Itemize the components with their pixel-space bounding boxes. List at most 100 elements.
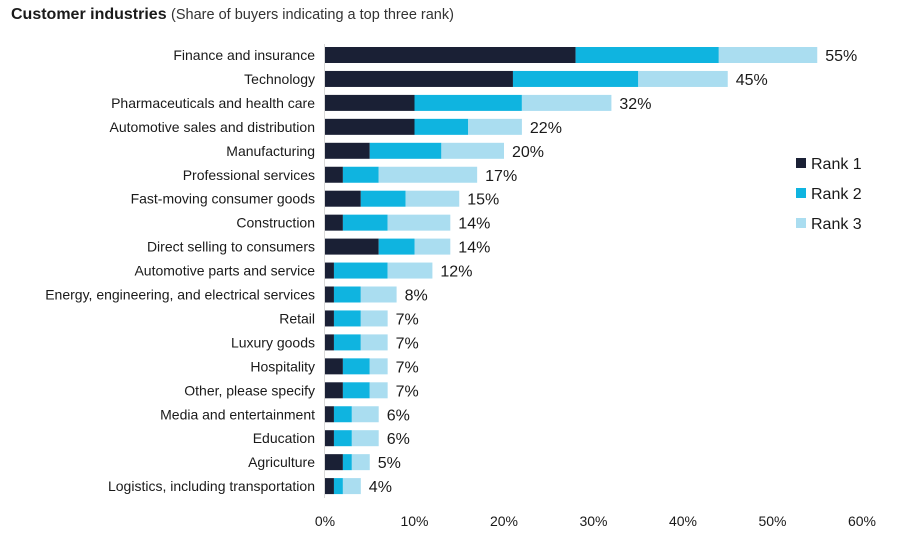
- x-tick-label: 30%: [579, 513, 607, 529]
- bar-row: Automotive parts and service 12%: [134, 262, 472, 281]
- bar-row: Manufacturing 20%: [226, 142, 544, 161]
- bar-segment-rank-2: [333, 310, 361, 327]
- bar-row: Energy, engineering, and electrical serv…: [45, 286, 428, 305]
- bar-segment-rank-3: [351, 430, 379, 447]
- bar-row: Finance and insurance 55%: [173, 47, 857, 65]
- legend-label: Rank 2: [811, 186, 862, 203]
- total-label: 7%: [396, 359, 419, 376]
- bar-segment-rank-1: [325, 286, 334, 303]
- bar-segment-rank-3: [387, 214, 451, 231]
- bar-segment-rank-3: [342, 478, 361, 495]
- category-label: Other, please specify: [184, 382, 315, 398]
- bar-row: Pharmaceuticals and health care 32%: [111, 94, 651, 113]
- bar-segment-rank-3: [369, 382, 388, 399]
- bar-segment-rank-3: [718, 47, 818, 63]
- bar-row: Automotive sales and distribution 22%: [110, 118, 562, 137]
- bar-segment-rank-2: [342, 454, 352, 471]
- total-label: 7%: [396, 335, 419, 352]
- legend-item: Rank 2: [796, 186, 862, 203]
- x-tick-label: 20%: [490, 513, 518, 529]
- bar-row: Education 6%: [253, 430, 410, 448]
- bar-segment-rank-3: [638, 70, 728, 87]
- bar-segment-rank-1: [325, 262, 334, 279]
- bar-row: Professional services 17%: [183, 166, 517, 185]
- bar-segment-rank-3: [369, 358, 388, 375]
- bar-segment-rank-2: [414, 94, 522, 111]
- legend-label: Rank 3: [811, 216, 862, 233]
- legend: Rank 1 Rank 2 Rank 3: [796, 156, 862, 233]
- bar-row: Technology 45%: [244, 70, 768, 89]
- bar-segment-rank-3: [521, 94, 612, 111]
- bar-segment-rank-2: [342, 382, 370, 399]
- total-label: 7%: [396, 383, 419, 400]
- bar-segment-rank-2: [378, 238, 415, 255]
- total-label: 20%: [512, 144, 544, 161]
- total-label: 15%: [467, 192, 499, 209]
- legend-swatch: [796, 188, 806, 198]
- bar-segment-rank-3: [405, 190, 460, 207]
- bar-row: Direct selling to consumers 14%: [147, 238, 490, 257]
- bar-segment-rank-2: [333, 286, 361, 303]
- category-label: Retail: [279, 310, 315, 326]
- bar-segment-rank-1: [325, 430, 334, 447]
- bar-segment-rank-2: [333, 406, 352, 423]
- bar-segment-rank-1: [325, 94, 415, 111]
- category-label: Luxury goods: [231, 334, 315, 350]
- bar-segment-rank-1: [325, 358, 343, 375]
- bar-row: Agriculture 5%: [248, 454, 401, 472]
- bar-segment-rank-1: [325, 70, 513, 87]
- category-label: Automotive sales and distribution: [110, 119, 315, 135]
- total-label: 32%: [619, 96, 651, 113]
- total-label: 12%: [440, 264, 472, 281]
- category-label: Technology: [244, 71, 315, 87]
- legend-swatch: [796, 218, 806, 228]
- category-label: Finance and insurance: [173, 47, 315, 63]
- total-label: 55%: [825, 48, 857, 65]
- category-label: Fast-moving consumer goods: [131, 191, 315, 207]
- bar-segment-rank-2: [360, 190, 406, 207]
- x-tick-label: 50%: [758, 513, 786, 529]
- x-tick-label: 10%: [400, 513, 428, 529]
- bar-segment-rank-1: [325, 334, 334, 351]
- bar-row: Logistics, including transportation 4%: [108, 478, 392, 496]
- chart-title: Customer industries: [11, 6, 167, 23]
- bars-group: Finance and insurance 55% Technology 45% Pha…: [45, 47, 857, 496]
- x-tick-label: 60%: [848, 513, 876, 529]
- bar-segment-rank-2: [575, 47, 719, 63]
- chart-subtitle: (Share of buyers indicating a top three …: [171, 7, 454, 23]
- bar-segment-rank-3: [468, 118, 522, 135]
- total-label: 6%: [387, 431, 410, 448]
- bar-segment-rank-2: [333, 430, 352, 447]
- bar-segment-rank-2: [333, 262, 388, 279]
- bar-segment-rank-1: [325, 190, 361, 207]
- total-label: 14%: [458, 216, 490, 233]
- total-label: 6%: [387, 407, 410, 424]
- bar-segment-rank-1: [325, 406, 334, 423]
- bar-row: Fast-moving consumer goods 15%: [131, 190, 499, 209]
- bar-segment-rank-1: [325, 478, 334, 495]
- bar-segment-rank-3: [351, 454, 370, 471]
- bar-segment-rank-3: [441, 142, 504, 159]
- bar-segment-rank-2: [369, 142, 442, 159]
- x-tick-label: 0%: [315, 513, 335, 529]
- bar-row: Luxury goods 7%: [231, 334, 419, 352]
- bar-segment-rank-2: [333, 478, 343, 495]
- x-tick-label: 40%: [669, 513, 697, 529]
- total-label: 17%: [485, 168, 517, 185]
- category-label: Logistics, including transportation: [108, 478, 315, 494]
- bar-segment-rank-1: [325, 238, 379, 255]
- category-label: Manufacturing: [226, 143, 315, 159]
- bar-segment-rank-1: [325, 166, 343, 183]
- bar-segment-rank-3: [360, 334, 388, 351]
- bar-segment-rank-2: [414, 118, 469, 135]
- category-label: Energy, engineering, and electrical serv…: [45, 287, 315, 303]
- bar-segment-rank-2: [342, 214, 388, 231]
- bar-segment-rank-3: [360, 310, 388, 327]
- bar-segment-rank-1: [325, 214, 343, 231]
- category-label: Professional services: [183, 167, 315, 183]
- category-label: Construction: [236, 215, 315, 231]
- bar-segment-rank-1: [325, 47, 576, 63]
- total-label: 7%: [396, 311, 419, 328]
- total-label: 8%: [405, 288, 428, 305]
- bar-row: Media and entertainment 6%: [160, 406, 410, 424]
